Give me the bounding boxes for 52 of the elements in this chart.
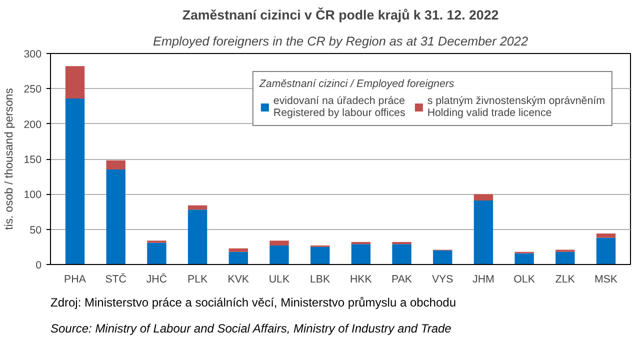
x-tick-label: STČ xyxy=(105,272,127,286)
text: Zdroj: Ministerstvo práce a sociálních věcí, Ministerstvo průmyslu a obchodu xyxy=(50,296,456,310)
bar xyxy=(474,194,494,200)
chart-subtitle: Employed foreigners in the CR by Region as at 31 December 2022 xyxy=(153,34,528,48)
y-tick-label: 100 xyxy=(24,189,42,202)
x-tick-label: PAK xyxy=(392,274,412,286)
legend-label: s platným živnostenským oprávněním Holding valid trade licence xyxy=(427,95,605,119)
x-tick-label: ZLK xyxy=(555,274,575,286)
bar xyxy=(270,240,289,246)
bar xyxy=(228,252,248,264)
y-axis-title: tis. osob / thousand persons xyxy=(4,88,16,230)
bar xyxy=(228,248,248,252)
bar xyxy=(65,98,85,264)
x-tick-label: LBK xyxy=(310,274,330,286)
x-tick-label: MSK xyxy=(594,274,618,286)
bar xyxy=(188,210,208,264)
bar xyxy=(147,242,166,264)
x-tick-label: HKK xyxy=(350,274,372,286)
x-tick-label: JHM xyxy=(472,274,494,286)
legend-label: evidovaní na úřadech práce Registered by labour offices xyxy=(273,95,406,119)
y-tick-label: 150 xyxy=(24,154,42,166)
bar xyxy=(106,170,126,264)
x-tick-label: PLK xyxy=(187,274,208,286)
bar xyxy=(106,160,126,170)
x-tick-label: JHČ xyxy=(146,272,168,286)
bar xyxy=(310,246,330,264)
bar xyxy=(596,234,616,238)
bar xyxy=(65,66,85,99)
bar xyxy=(474,200,494,264)
y-tick-label: 200 xyxy=(24,118,42,131)
bar xyxy=(351,244,371,264)
x-tick-label: PHA xyxy=(64,274,87,286)
bar xyxy=(596,238,616,264)
bar xyxy=(188,205,208,210)
bar xyxy=(514,253,534,264)
bar xyxy=(351,242,371,244)
y-tick-label: 300 xyxy=(24,48,42,60)
chart-title: Zaměstnaní cizinci v ČR podle krajů k 31. 12. 2022 xyxy=(182,8,499,22)
bar xyxy=(433,250,452,264)
bar xyxy=(392,242,412,244)
y-tick-label: 50 xyxy=(30,224,42,236)
bar xyxy=(392,244,412,264)
source-note: Source: Ministry of Labour and Social Affairs, Ministry of Industry and Trade xyxy=(50,322,452,336)
x-tick-label: ULK xyxy=(268,274,290,286)
x-tick-label: VYS xyxy=(432,274,454,286)
x-tick-label: OLK xyxy=(514,274,535,286)
bar xyxy=(556,252,575,264)
legend-title: Zaměstnaní cizinci / Employed foreigners xyxy=(259,78,456,90)
y-tick-label: 250 xyxy=(24,84,42,96)
y-tick-label: 0 xyxy=(36,260,42,272)
x-tick-label: KVK xyxy=(228,274,250,286)
bar xyxy=(270,246,289,264)
